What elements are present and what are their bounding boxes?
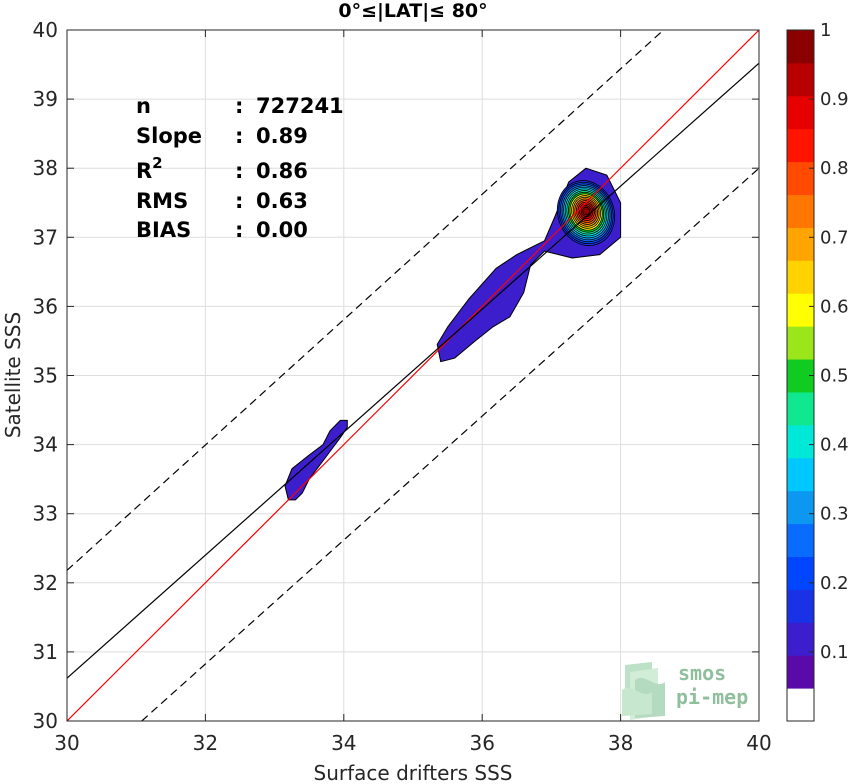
x-tick-label-2: 34 bbox=[331, 731, 356, 755]
y-axis-ticks: 30 31 32 33 34 35 36 37 38 39 40 bbox=[33, 18, 759, 733]
density-regions bbox=[284, 167, 622, 501]
stat-value-4: 0.00 bbox=[256, 218, 308, 242]
y-tick-label-0: 30 bbox=[33, 709, 58, 733]
colorbar-segment-15 bbox=[787, 194, 814, 228]
colorbar-tick-label-9: 1 bbox=[820, 20, 831, 41]
y-tick-label-8: 38 bbox=[33, 156, 58, 180]
colorbar-segment-0 bbox=[787, 688, 814, 722]
density-region-low-salinity-cluster bbox=[284, 419, 348, 501]
stat-sep-4: : bbox=[235, 218, 243, 242]
colorbar-segment-1 bbox=[787, 655, 814, 689]
x-axis-label: Surface drifters SSS bbox=[314, 761, 513, 784]
colorbar-segment-12 bbox=[787, 293, 814, 327]
colorbar-tick-label-1: 0.2 bbox=[820, 573, 849, 594]
colorbar-segment-5 bbox=[787, 523, 814, 557]
grid bbox=[66, 29, 760, 722]
stat-sep-0: : bbox=[235, 94, 243, 118]
colorbar bbox=[786, 29, 815, 722]
reference-line-2 bbox=[67, 30, 664, 571]
y-tick-label-5: 35 bbox=[33, 364, 58, 388]
colorbar-ticks: 0.1 0.2 0.3 0.4 0.5 0.6 0.7 0.8 0.9 1 bbox=[809, 20, 849, 663]
stat-value-2: 0.86 bbox=[256, 159, 308, 183]
y-tick-label-9: 39 bbox=[33, 87, 58, 111]
stat-sep-1: : bbox=[235, 124, 243, 148]
stat-label-0: n bbox=[136, 94, 151, 118]
x-tick-label-0: 30 bbox=[54, 731, 79, 755]
colorbar-segment-3 bbox=[787, 589, 814, 623]
colorbar-segment-16 bbox=[787, 161, 814, 196]
x-tick-label-1: 32 bbox=[193, 731, 218, 755]
colorbar-segment-20 bbox=[787, 30, 814, 64]
smos-pimep-logo: smos pi-mep bbox=[622, 661, 748, 720]
colorbar-segment-9 bbox=[787, 391, 814, 426]
colorbar-segment-4 bbox=[787, 556, 814, 590]
colorbar-segment-18 bbox=[787, 95, 814, 130]
stat-value-1: 0.89 bbox=[256, 124, 308, 148]
reference-lines bbox=[67, 30, 759, 721]
logo-waves-icon bbox=[622, 662, 665, 720]
y-tick-label-4: 34 bbox=[33, 433, 58, 457]
y-tick-label-1: 31 bbox=[33, 640, 58, 664]
chart-title: 0°≤|LAT|≤ 80° bbox=[338, 0, 487, 22]
stat-value-0: 727241 bbox=[256, 94, 344, 118]
colorbar-tick-label-0: 0.1 bbox=[820, 642, 849, 663]
logo-line2: pi-mep bbox=[676, 685, 748, 709]
x-tick-label-5: 40 bbox=[746, 731, 771, 755]
colorbar-segment-8 bbox=[787, 424, 814, 459]
colorbar-segment-13 bbox=[787, 260, 814, 294]
colorbar-segment-14 bbox=[787, 227, 814, 261]
colorbar-tick-label-4: 0.5 bbox=[820, 366, 849, 387]
colorbar-tick-label-3: 0.4 bbox=[820, 435, 849, 456]
colorbar-segment-17 bbox=[787, 128, 814, 163]
x-tick-label-3: 36 bbox=[469, 731, 494, 755]
colorbar-tick-label-5: 0.6 bbox=[820, 296, 849, 317]
stats-block: n:727241Slope:0.89R2:0.86RMS:0.63BIAS:0.… bbox=[136, 94, 344, 242]
y-tick-label-7: 37 bbox=[33, 225, 58, 249]
y-tick-label-10: 40 bbox=[33, 18, 58, 42]
stat-sep-2: : bbox=[235, 159, 243, 183]
colorbar-segment-19 bbox=[787, 62, 814, 97]
y-tick-label-2: 32 bbox=[33, 571, 58, 595]
x-tick-label-4: 38 bbox=[608, 731, 633, 755]
colorbar-segment-6 bbox=[787, 490, 814, 525]
reference-line-3 bbox=[141, 167, 759, 721]
y-axis-label: Satellite SSS bbox=[1, 312, 25, 438]
y-tick-label-6: 36 bbox=[33, 294, 58, 318]
colorbar-segment-2 bbox=[787, 622, 814, 656]
peak-contour-16 bbox=[582, 206, 591, 216]
colorbar-tick-label-8: 0.9 bbox=[820, 89, 849, 110]
stat-label-4: BIAS bbox=[136, 218, 191, 242]
stat-label-1: Slope bbox=[136, 124, 202, 148]
reference-line-1 bbox=[67, 62, 759, 679]
colorbar-tick-label-7: 0.8 bbox=[820, 158, 849, 179]
y-tick-label-3: 33 bbox=[33, 502, 58, 526]
colorbar-segment-11 bbox=[787, 326, 814, 360]
colorbar-tick-label-6: 0.7 bbox=[820, 227, 849, 248]
logo-line1: smos bbox=[678, 661, 726, 685]
colorbar-segment-7 bbox=[787, 457, 814, 492]
stat-label-sup-2: 2 bbox=[152, 154, 162, 172]
reference-line-0 bbox=[67, 30, 759, 721]
colorbar-tick-label-2: 0.3 bbox=[820, 504, 849, 525]
stat-sep-3: : bbox=[235, 189, 243, 213]
stat-label-3: RMS bbox=[136, 189, 188, 213]
stat-value-3: 0.63 bbox=[256, 189, 308, 213]
x-axis-ticks: 30 32 34 36 38 40 bbox=[54, 30, 772, 755]
